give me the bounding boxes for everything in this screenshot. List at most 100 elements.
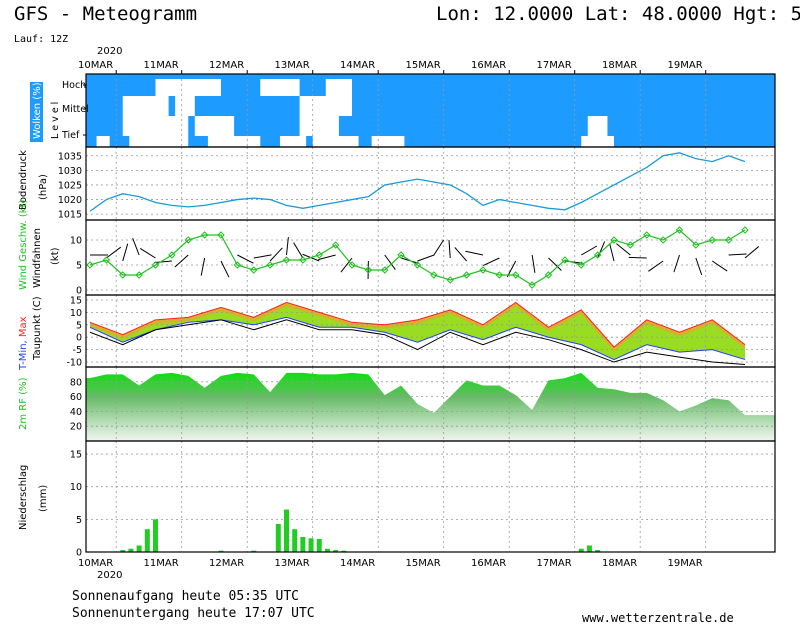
wind-barb	[221, 261, 229, 277]
wind-barb	[483, 258, 499, 266]
cloud-gap	[156, 79, 189, 96]
wind-barb	[696, 258, 702, 275]
tick-label: 60	[70, 392, 82, 403]
tick-label: 1030	[58, 166, 82, 177]
day-label-bottom: 10MAR	[78, 558, 113, 569]
day-label-bottom: 12MAR	[209, 558, 244, 569]
precip-bar	[300, 537, 305, 552]
wind-axis-unit: (kt)	[50, 247, 61, 265]
cloud-gap	[175, 96, 195, 116]
precip-bar	[153, 519, 158, 552]
cloud-gap	[129, 136, 188, 147]
temp-axis-label-2: Taupunkt (C)	[32, 296, 43, 361]
rh-axis-label: 2m RF (%)	[18, 377, 29, 430]
pressure-axis-unit: (hPa)	[38, 174, 49, 200]
wind-barb	[648, 261, 663, 271]
day-label-bottom: 19MAR	[668, 558, 703, 569]
wind-barb	[154, 261, 172, 263]
cloud-gap	[372, 136, 405, 147]
tick-label: 5	[76, 320, 82, 331]
tick-label: 1035	[58, 151, 82, 162]
precip-bar	[137, 545, 142, 552]
day-label-bottom: 13MAR	[275, 558, 310, 569]
wind-barb	[294, 243, 303, 258]
cloud-gap	[195, 116, 234, 136]
precip-bar	[317, 539, 322, 552]
cloud-gap	[123, 96, 169, 116]
wind-barb	[610, 244, 614, 261]
wind-barb	[532, 255, 535, 273]
cloud-gap	[326, 79, 352, 96]
tick-label: -5	[73, 345, 82, 356]
wind-barb	[629, 257, 647, 258]
wind-barb	[674, 255, 680, 272]
wind-barb	[237, 255, 253, 263]
precip-axis-label: Niederschlag	[18, 465, 29, 530]
day-label-bottom: 11MAR	[144, 558, 179, 569]
rh-area	[86, 373, 775, 441]
site-url[interactable]: www.wetterzentrale.de	[582, 611, 734, 625]
precip-bar	[284, 510, 289, 552]
day-label-top: 12MAR	[209, 60, 244, 71]
sunset-text: Sonnenuntergang heute 17:07 UTC	[72, 606, 315, 621]
wind-axis-label: Wind Geschw. (kt)	[18, 200, 29, 290]
wind-barb	[123, 244, 128, 261]
precip-bar	[587, 545, 592, 552]
cloud-gap	[581, 136, 614, 147]
precip-bar	[292, 529, 297, 552]
precip-bar	[145, 529, 150, 552]
cloud-gap	[97, 136, 110, 147]
tick-label: 10	[70, 236, 82, 247]
tick-label: 1015	[58, 210, 82, 221]
tick-label: 0	[76, 333, 82, 344]
cloud-level-axis-label: L e v e l	[50, 102, 61, 139]
cloud-gap	[260, 79, 299, 96]
tick-label: 1020	[58, 195, 82, 206]
day-label-top: 15MAR	[406, 60, 441, 71]
wind-barb	[455, 247, 467, 261]
year-top: 2020	[97, 46, 122, 57]
day-label-top: 17MAR	[537, 60, 572, 71]
day-label-top: 14MAR	[340, 60, 375, 71]
tick-label: 0	[76, 548, 82, 559]
cloud-gap	[300, 96, 352, 116]
chart-title: GFS - Meteogramm	[14, 3, 197, 25]
precip-bar	[276, 524, 281, 552]
precip-bar	[309, 538, 314, 552]
wind-barb	[140, 248, 155, 258]
day-label-bottom: 15MAR	[406, 558, 441, 569]
cloud-gap	[588, 116, 608, 136]
temp-range-fill	[90, 302, 745, 359]
day-label-bottom: 17MAR	[537, 558, 572, 569]
wind-barb	[270, 248, 282, 261]
tick-label: 5	[76, 515, 82, 526]
cloud-gap	[313, 136, 359, 147]
sunrise-text: Sonnenaufgang heute 05:35 UTC	[72, 589, 299, 604]
precip-axis-unit: (mm)	[38, 485, 49, 512]
tick-label: 5	[76, 261, 82, 272]
cloud-axis-label: Wolken (%)	[32, 82, 43, 139]
wind-barb	[449, 240, 450, 258]
wind-barb	[106, 247, 120, 258]
day-label-bottom: 18MAR	[602, 558, 637, 569]
wind-barb	[201, 258, 204, 276]
pressure-line	[90, 153, 745, 211]
wind-barb	[712, 261, 727, 271]
wind-barb	[465, 251, 483, 255]
cloud-level-tief: Tief	[61, 130, 80, 141]
cloud-gap	[208, 136, 247, 147]
tick-label: -10	[66, 358, 82, 369]
panel-border	[86, 441, 775, 552]
day-label-bottom: 16MAR	[471, 558, 506, 569]
day-label-top: 16MAR	[471, 60, 506, 71]
day-label-top: 18MAR	[602, 60, 637, 71]
wind-barb	[254, 255, 272, 258]
tick-label: 1025	[58, 180, 82, 191]
tick-label: 15	[70, 295, 82, 306]
year-bottom: 2020	[97, 570, 122, 581]
tick-label: 10	[70, 308, 82, 319]
location-info: Lon: 12.0000 Lat: 48.0000 Hgt: 5	[436, 3, 800, 25]
temp-axis-label: T-Min, Max	[18, 316, 29, 371]
panel-border	[86, 220, 775, 295]
